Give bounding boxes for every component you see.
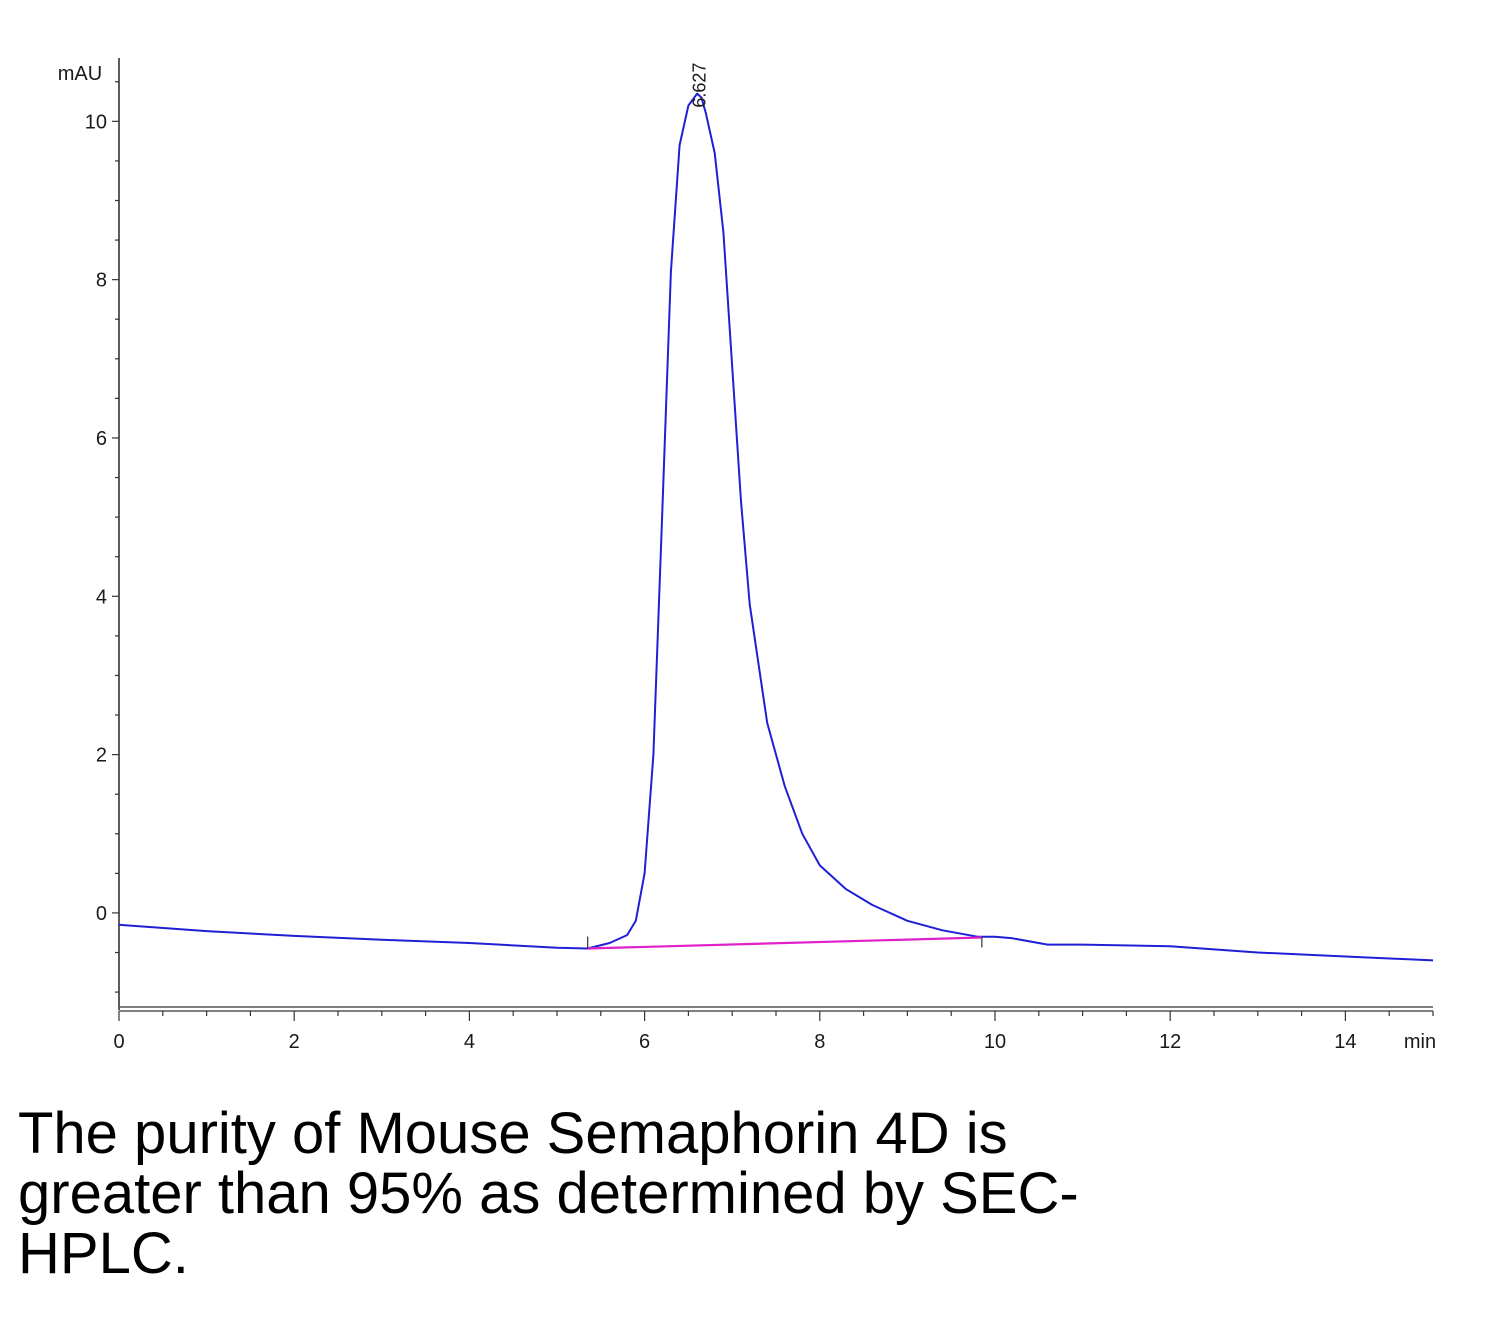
y-axis-unit-label: mAU <box>58 63 102 85</box>
purity-caption: The purity of Mouse Semaphorin 4D is gre… <box>18 1101 1079 1286</box>
x-tick-label: 0 <box>113 1031 124 1053</box>
y-tick-label: 8 <box>96 270 107 292</box>
x-tick-label: 6 <box>639 1031 650 1053</box>
y-tick-label: 2 <box>96 745 107 767</box>
y-tick-label: 4 <box>96 586 107 608</box>
y-tick-label: 10 <box>85 111 107 133</box>
y-tick-label: 6 <box>96 428 107 450</box>
x-tick-label: 10 <box>984 1031 1006 1053</box>
x-tick-label: 8 <box>814 1031 825 1053</box>
ticks-group: 0 2 4 6 8 10 0 2 4 6 8 10 12 14 <box>85 81 1434 1053</box>
peak-retention-time-label: 6.627 <box>690 63 710 108</box>
integration-baseline <box>587 936 982 950</box>
y-tick-label: 0 <box>96 903 107 925</box>
x-tick-label: 14 <box>1334 1031 1356 1053</box>
axes-group <box>118 58 1433 1012</box>
chromatogram-trace <box>118 92 1434 962</box>
series-group <box>118 92 1434 962</box>
x-tick-label: 12 <box>1159 1031 1181 1053</box>
hplc-chromatogram: 0 2 4 6 8 10 0 2 4 6 8 10 12 14 mAU min 6.627 <box>58 58 1436 1053</box>
x-axis-unit-label: min <box>1404 1031 1436 1053</box>
x-tick-label: 2 <box>289 1031 300 1053</box>
x-tick-label: 4 <box>464 1031 475 1053</box>
